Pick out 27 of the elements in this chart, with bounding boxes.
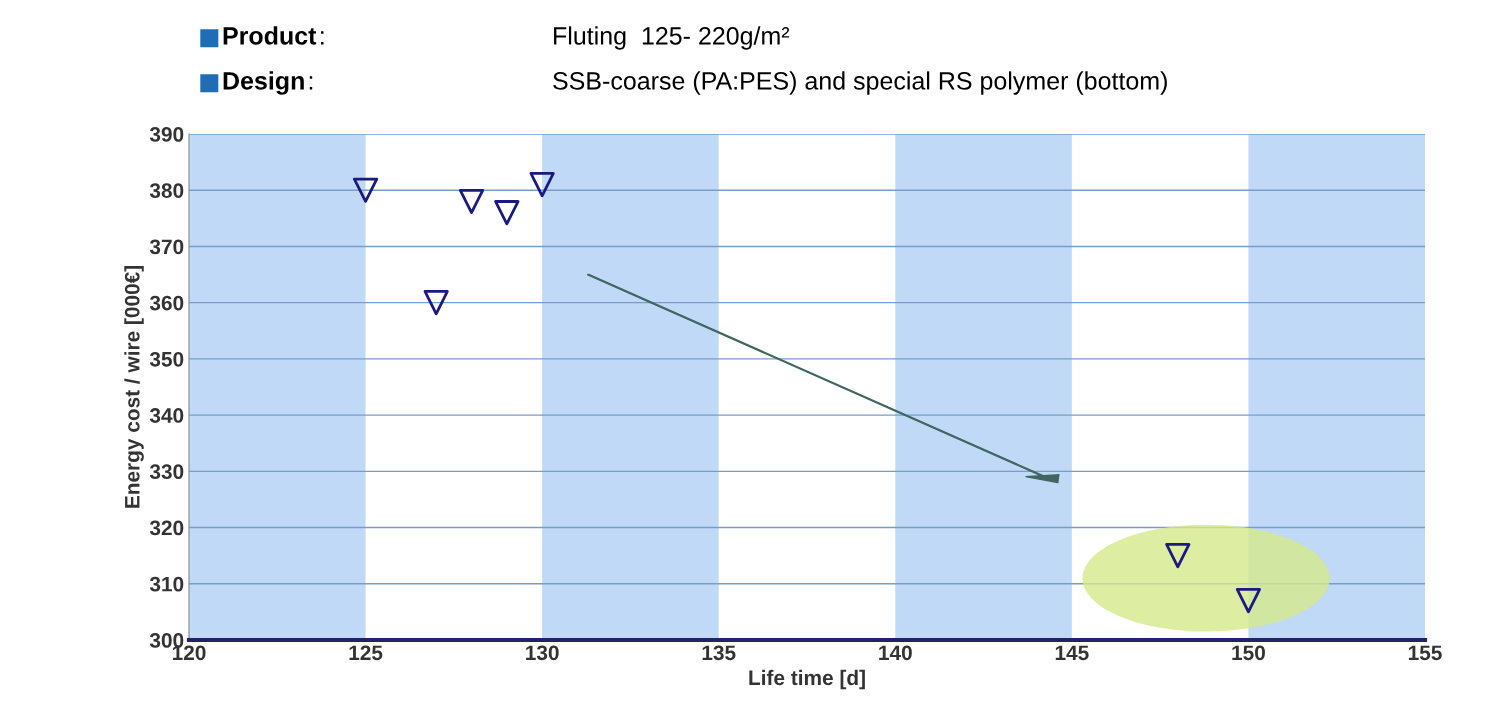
- y-tick-label: 380: [149, 183, 184, 199]
- y-tick-label: 330: [149, 464, 184, 480]
- y-tick-label: 370: [149, 239, 184, 255]
- point: [1165, 543, 1191, 569]
- y-tick-label: 320: [149, 520, 184, 536]
- point: [423, 290, 449, 316]
- x-tick-label: 150: [1232, 645, 1265, 661]
- y-axis-title: Energy cost / wire [000€]: [124, 266, 144, 508]
- point: [529, 172, 555, 198]
- x-tick-label: 155: [1408, 645, 1442, 661]
- y-tick-label: 390: [149, 127, 184, 142]
- point: [352, 177, 379, 203]
- y-tick-label: 350: [149, 351, 184, 367]
- x-tick-label: 125: [349, 645, 383, 661]
- text: Product: Fluting 125- 220g/m²: [223, 26, 790, 50]
- y-tick-label: 360: [149, 295, 184, 311]
- x-tick-label: 145: [1055, 645, 1089, 661]
- x-tick-label: 140: [879, 645, 912, 661]
- x-axis-title: Life time [d]: [749, 669, 865, 690]
- y-tick-label: 310: [149, 576, 184, 592]
- x-tick-label: 130: [526, 645, 559, 661]
- y-tick-label: 340: [149, 408, 184, 423]
- x-tick-label: 135: [702, 645, 736, 661]
- text: Design: SSB-coarse (PA:PES) and special RS polymer (bottom): [223, 71, 1167, 95]
- point: [494, 200, 520, 226]
- point: [1235, 588, 1262, 614]
- point: [458, 188, 485, 215]
